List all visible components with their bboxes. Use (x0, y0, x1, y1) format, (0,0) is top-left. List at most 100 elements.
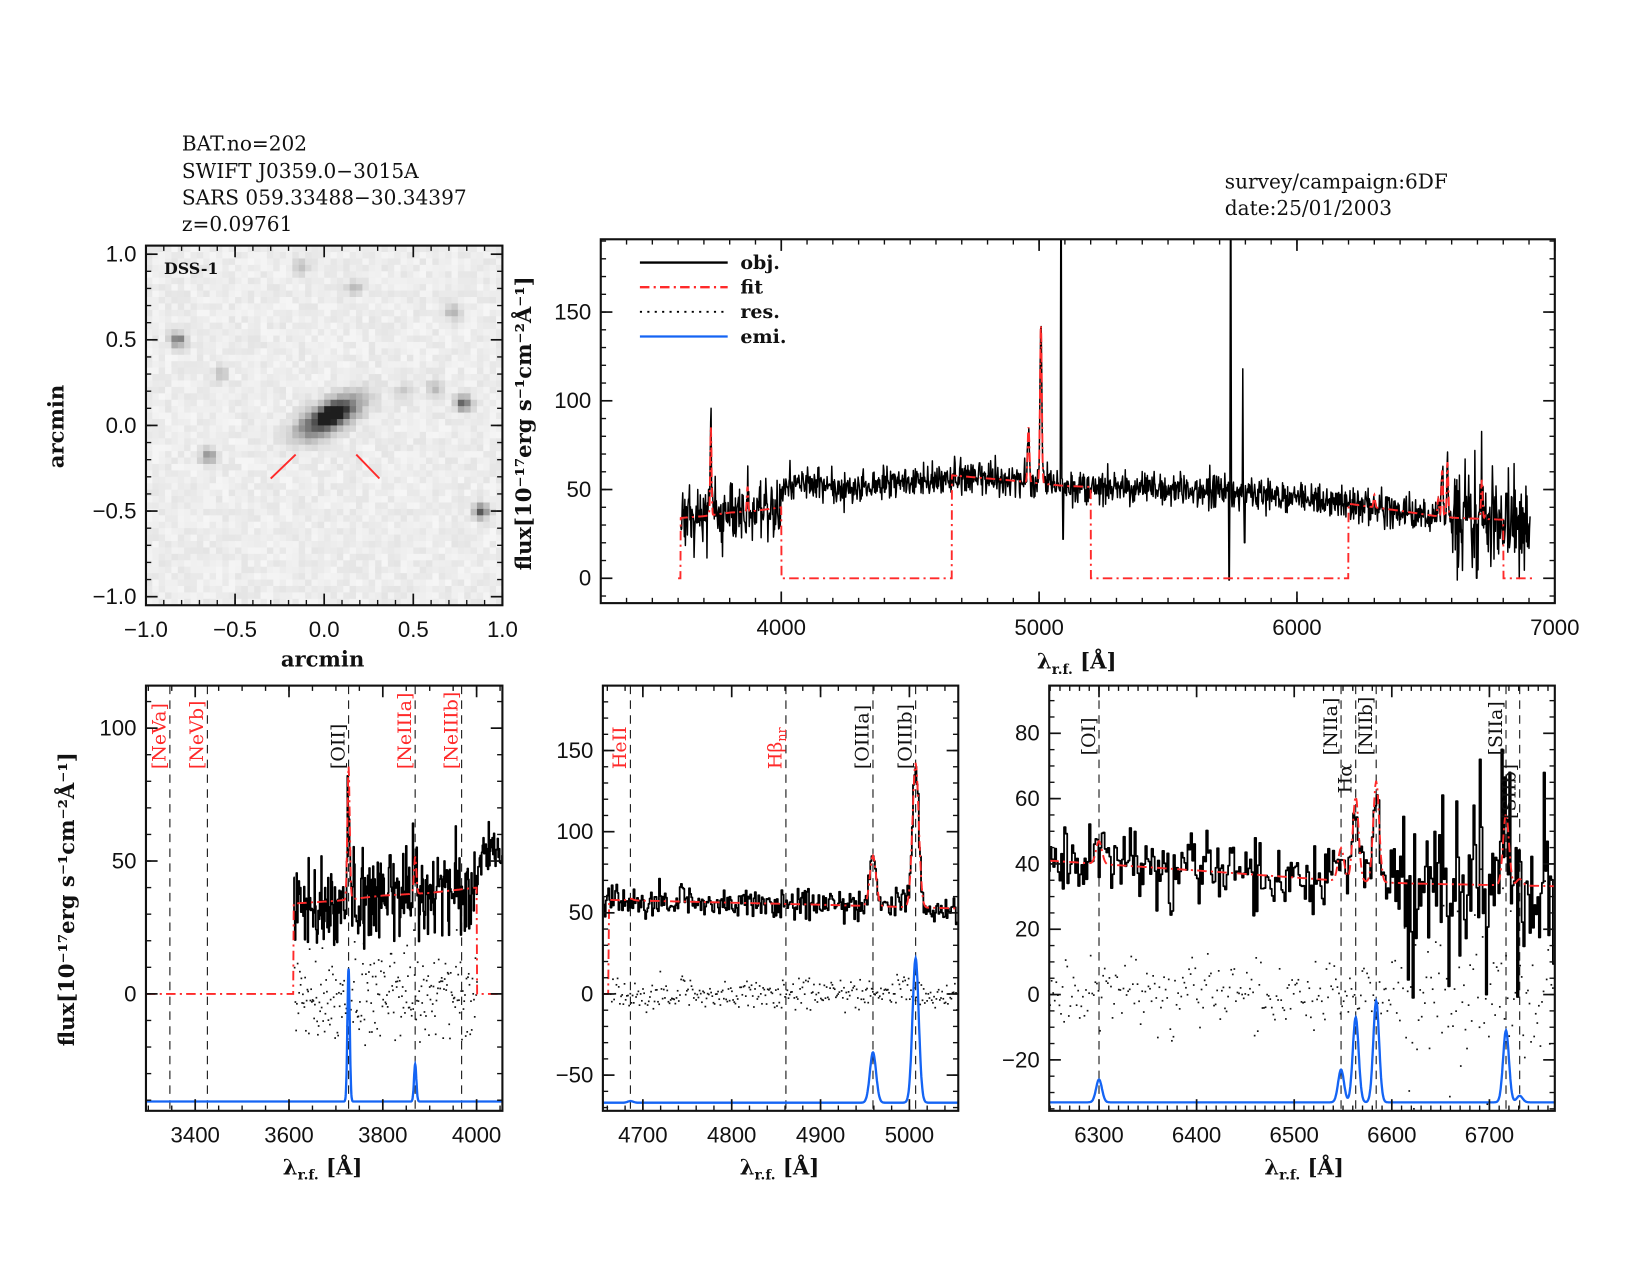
image-pixel (489, 284, 497, 292)
image-pixel (260, 534, 268, 542)
image-pixel (362, 592, 370, 600)
image-pixel (247, 380, 255, 388)
residual-point (896, 973, 898, 976)
residual-point (758, 985, 761, 987)
image-pixel (375, 560, 383, 568)
image-pixel (177, 528, 185, 536)
image-pixel (241, 470, 249, 478)
image-pixel (419, 322, 427, 330)
image-pixel (464, 316, 472, 324)
image-pixel (470, 271, 478, 279)
image-pixel (438, 592, 446, 600)
image-pixel (381, 303, 389, 311)
image-pixel (254, 419, 262, 427)
image-pixel (177, 296, 185, 305)
residual-point (1530, 1041, 1532, 1043)
image-pixel (145, 463, 153, 472)
image-pixel (496, 374, 503, 382)
residual-point (427, 975, 430, 977)
image-pixel (241, 438, 249, 446)
image-pixel (470, 438, 478, 446)
image-pixel (419, 399, 427, 407)
residual-point (826, 996, 829, 999)
image-pixel (457, 290, 465, 298)
image-pixel (445, 322, 453, 330)
image-pixel (203, 329, 211, 337)
image-pixel (381, 521, 389, 529)
image-pixel (356, 425, 364, 433)
image-pixel (470, 592, 478, 600)
image-pixel (413, 489, 421, 497)
residual-point (820, 997, 822, 1000)
image-pixel (375, 541, 383, 549)
image-pixel (247, 521, 255, 529)
image-pixel (177, 399, 185, 407)
residual-point (324, 1012, 327, 1015)
image-pixel (184, 508, 192, 516)
image-pixel (324, 451, 332, 459)
image-pixel (336, 303, 344, 311)
residual-point (1085, 989, 1087, 991)
image-pixel (375, 534, 383, 542)
image-pixel (215, 444, 223, 452)
image-pixel (190, 598, 198, 606)
residual-point (1388, 999, 1390, 1002)
image-pixel (381, 335, 389, 343)
image-pixel (171, 271, 179, 279)
image-pixel (387, 431, 395, 439)
residual-point (402, 1006, 405, 1009)
image-pixel (336, 271, 344, 279)
image-pixel (311, 515, 319, 523)
residual-point (1414, 944, 1417, 946)
image-pixel (368, 496, 376, 504)
residual-point (731, 990, 733, 993)
residual-point (1327, 996, 1329, 999)
image-pixel (356, 380, 364, 388)
image-pixel (381, 393, 389, 401)
image-pixel (330, 534, 338, 542)
residual-point (1336, 986, 1339, 988)
image-pixel (445, 425, 453, 433)
residual-point (783, 983, 785, 986)
image-pixel (222, 316, 230, 324)
image-pixel (375, 451, 383, 459)
image-pixel (426, 245, 434, 253)
image-pixel (203, 592, 211, 600)
image-pixel (279, 252, 287, 260)
residual-point (459, 961, 462, 964)
image-pixel (406, 271, 414, 279)
residual-point (927, 993, 930, 995)
image-pixel (184, 585, 192, 594)
residual-point (743, 984, 746, 987)
residual-point (721, 989, 724, 992)
image-pixel (432, 508, 440, 516)
image-pixel (145, 329, 153, 337)
residual-point (889, 999, 892, 1002)
residual-point (1545, 978, 1548, 981)
image-pixel (171, 502, 179, 510)
image-pixel (273, 598, 281, 606)
image-pixel (171, 508, 179, 516)
residual-point (475, 994, 478, 996)
image-pixel (273, 258, 281, 266)
residual-point (861, 990, 864, 992)
residual-point (1203, 979, 1206, 982)
image-pixel (457, 573, 465, 581)
image-pixel (228, 245, 236, 253)
image-pixel (247, 264, 255, 272)
image-pixel (489, 406, 497, 414)
image-pixel (432, 463, 440, 472)
image-pixel (445, 438, 453, 446)
image-pixel (464, 502, 472, 510)
image-pixel (375, 374, 383, 382)
image-pixel (426, 534, 434, 542)
residual-point (772, 1002, 775, 1004)
image-pixel (476, 252, 484, 260)
image-pixel (394, 470, 402, 478)
image-pixel (298, 309, 306, 317)
image-pixel (177, 406, 185, 414)
image-pixel (292, 335, 300, 343)
image-pixel (279, 579, 287, 587)
image-pixel (330, 322, 338, 330)
residual-point (683, 980, 686, 982)
